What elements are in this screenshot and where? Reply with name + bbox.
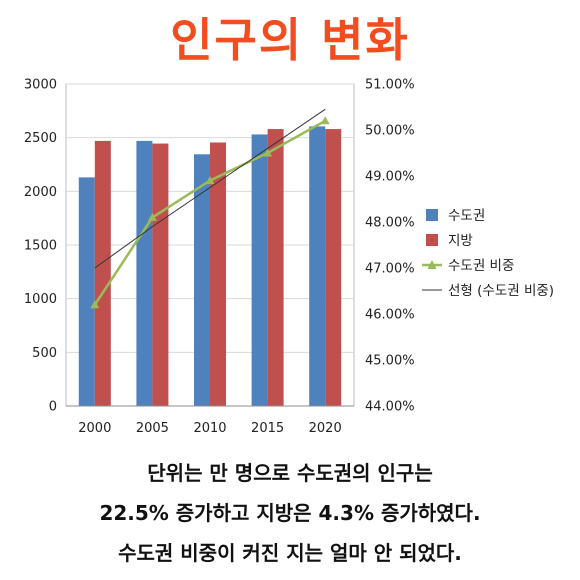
legend-marker xyxy=(427,260,437,269)
caption-line-1: 단위는 만 명으로 수도권의 인구는 xyxy=(147,461,433,485)
share-marker xyxy=(147,212,157,221)
page-title: 인구의 변화 xyxy=(170,13,410,67)
right-tick-label: 45.00% xyxy=(365,354,415,369)
legend-label: 수도권 비중 xyxy=(448,258,514,274)
series-lines xyxy=(90,108,330,309)
left-tick-label: 0 xyxy=(49,400,57,415)
bar-regional xyxy=(94,140,111,407)
bar-capital xyxy=(251,134,268,407)
bar-regional xyxy=(325,129,342,406)
left-tick-label: 1500 xyxy=(24,239,57,254)
legend-label: 수도권 xyxy=(448,208,485,224)
left-tick-label: 500 xyxy=(32,346,57,361)
x-tick-label: 2005 xyxy=(136,421,169,436)
right-tick-label: 49.00% xyxy=(365,170,415,185)
right-tick-label: 44.00% xyxy=(365,400,415,415)
share-marker xyxy=(263,148,273,157)
trendline xyxy=(94,108,326,269)
bar-capital xyxy=(136,140,153,407)
caption-line-3: 수도권 비중이 커진 지는 얼마 안 되었다. xyxy=(118,541,462,565)
right-tick-label: 48.00% xyxy=(365,216,415,231)
right-tick-label: 50.00% xyxy=(365,124,415,139)
bar-regional xyxy=(152,143,169,406)
caption-line-2: 22.5% 증가하고 지방은 4.3% 증가하였다. xyxy=(99,501,481,525)
share-marker xyxy=(205,176,215,185)
bar-capital xyxy=(78,177,95,406)
x-tick-label: 2000 xyxy=(78,421,111,436)
x-tick-label: 2010 xyxy=(193,421,226,436)
x-tick-label: 2015 xyxy=(251,421,284,436)
bar-capital xyxy=(309,126,326,406)
axes: 0 500 1000 1500 2000 2500 3000 44.00% 45.00% 46.0… xyxy=(24,78,415,437)
combo-chart: 0 500 1000 1500 2000 2500 3000 44.00% 45.00% 46.0… xyxy=(24,78,554,437)
bar-regional xyxy=(210,142,226,406)
legend-label: 지방 xyxy=(448,233,473,249)
left-tick-label: 2500 xyxy=(24,131,57,146)
x-tick-label: 2020 xyxy=(309,421,342,436)
legend-label: 선형 (수도권 비중) xyxy=(448,283,554,299)
share-marker xyxy=(320,116,330,125)
right-tick-label: 51.00% xyxy=(365,78,415,93)
right-tick-label: 46.00% xyxy=(365,308,415,323)
bar-capital xyxy=(194,154,210,406)
left-tick-label: 2000 xyxy=(24,185,57,200)
legend-swatch xyxy=(426,209,438,221)
share-marker xyxy=(90,300,100,309)
legend-swatch xyxy=(426,234,438,246)
bars xyxy=(78,126,342,407)
left-tick-label: 3000 xyxy=(24,78,57,93)
left-tick-label: 1000 xyxy=(24,292,57,307)
right-tick-label: 47.00% xyxy=(365,262,415,277)
bar-regional xyxy=(267,129,284,406)
